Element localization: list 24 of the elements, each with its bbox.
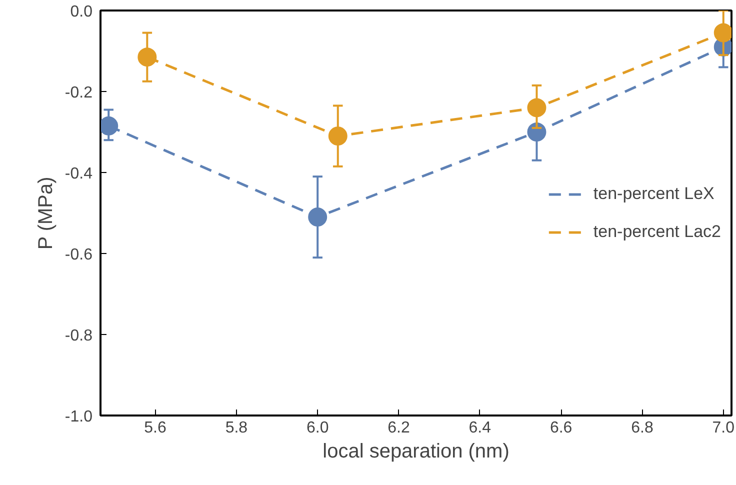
legend-label: ten-percent Lac2 [593, 222, 721, 242]
y-tick-label: -0.8 [64, 328, 93, 344]
legend-label: ten-percent LeX [593, 184, 714, 204]
point [308, 208, 328, 227]
point [100, 116, 118, 136]
point [328, 126, 348, 146]
x-tick-label: 6.4 [468, 420, 492, 436]
x-tick-label: 6.0 [306, 420, 329, 436]
x-tick-label: 7.0 [712, 420, 735, 436]
point [138, 48, 157, 67]
x-tick-label: 6.2 [388, 420, 410, 436]
x-tick-label: 5.8 [225, 420, 248, 436]
y-tick-label: -0.4 [64, 166, 93, 182]
y-tick-label: -0.2 [64, 84, 93, 102]
y-tick-label: -0.6 [64, 246, 93, 264]
y-tick-label: -1.0 [64, 408, 93, 426]
point [714, 23, 732, 42]
y-tick-label: 0.0 [70, 4, 93, 20]
x-axis-title: local separation (nm) [322, 440, 510, 462]
x-tick-label: 5.6 [144, 420, 167, 436]
x-tick-label: 6.6 [550, 420, 572, 436]
point [527, 98, 546, 118]
x-tick-label: 6.8 [631, 420, 654, 436]
y-axis-title: P (MPa) [34, 176, 57, 250]
